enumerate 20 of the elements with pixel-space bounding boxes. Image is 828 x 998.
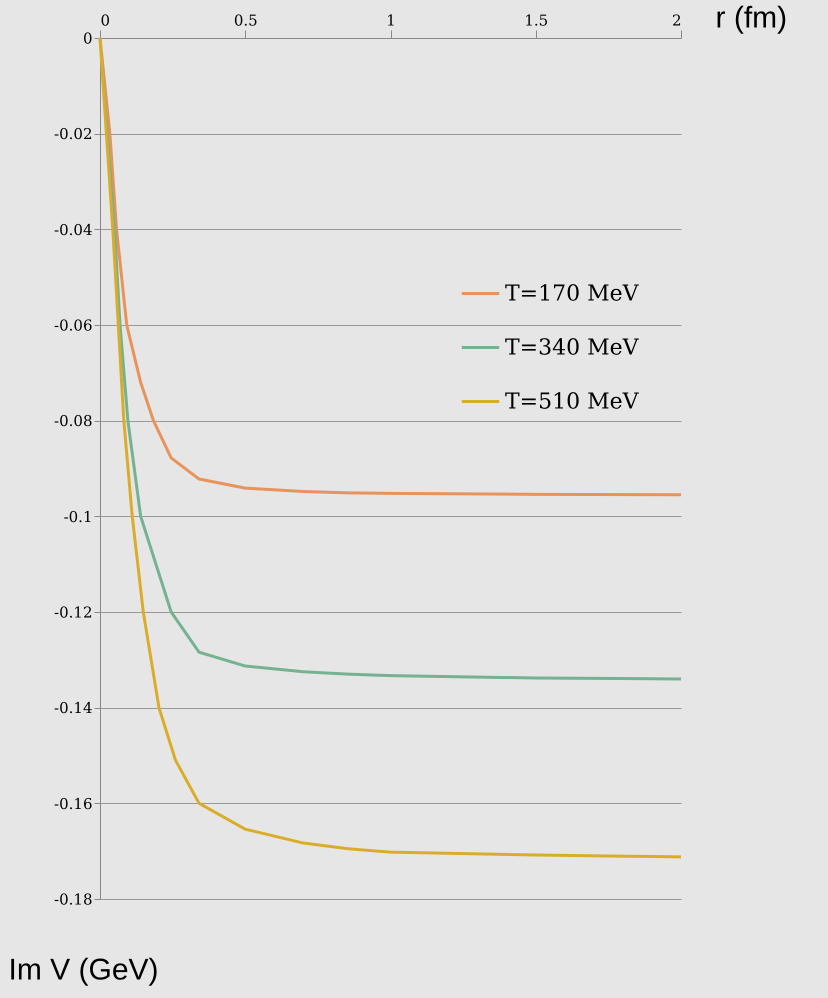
legend-label: T=510 MeV [505, 390, 640, 414]
legend-label: T=340 MeV [505, 336, 640, 360]
y-tick-label: -0.04 [54, 220, 92, 239]
y-tick-label: -0.1 [64, 508, 92, 526]
x-tick-label: 2 [672, 12, 682, 30]
y-tick-label: -0.14 [54, 699, 92, 718]
x-axis-title: r (fm) [716, 2, 788, 34]
x-tick-label: 0 [100, 12, 110, 30]
y-axis-title: Im V (GeV) [8, 954, 159, 986]
y-tick-label: -0.16 [54, 794, 92, 813]
y-tick-label: -0.08 [54, 412, 92, 430]
y-tick-label: 0 [82, 30, 92, 48]
y-tick-label: -0.06 [54, 316, 92, 334]
legend-label: T=170 MeV [505, 282, 640, 306]
y-tick-label: -0.18 [54, 890, 92, 908]
y-tick-label: -0.02 [54, 125, 92, 144]
y-tick-label: -0.12 [54, 604, 92, 622]
x-tick-label: 0.5 [234, 12, 258, 30]
x-tick-label: 1.5 [524, 12, 548, 30]
x-tick-label: 1 [386, 12, 396, 30]
